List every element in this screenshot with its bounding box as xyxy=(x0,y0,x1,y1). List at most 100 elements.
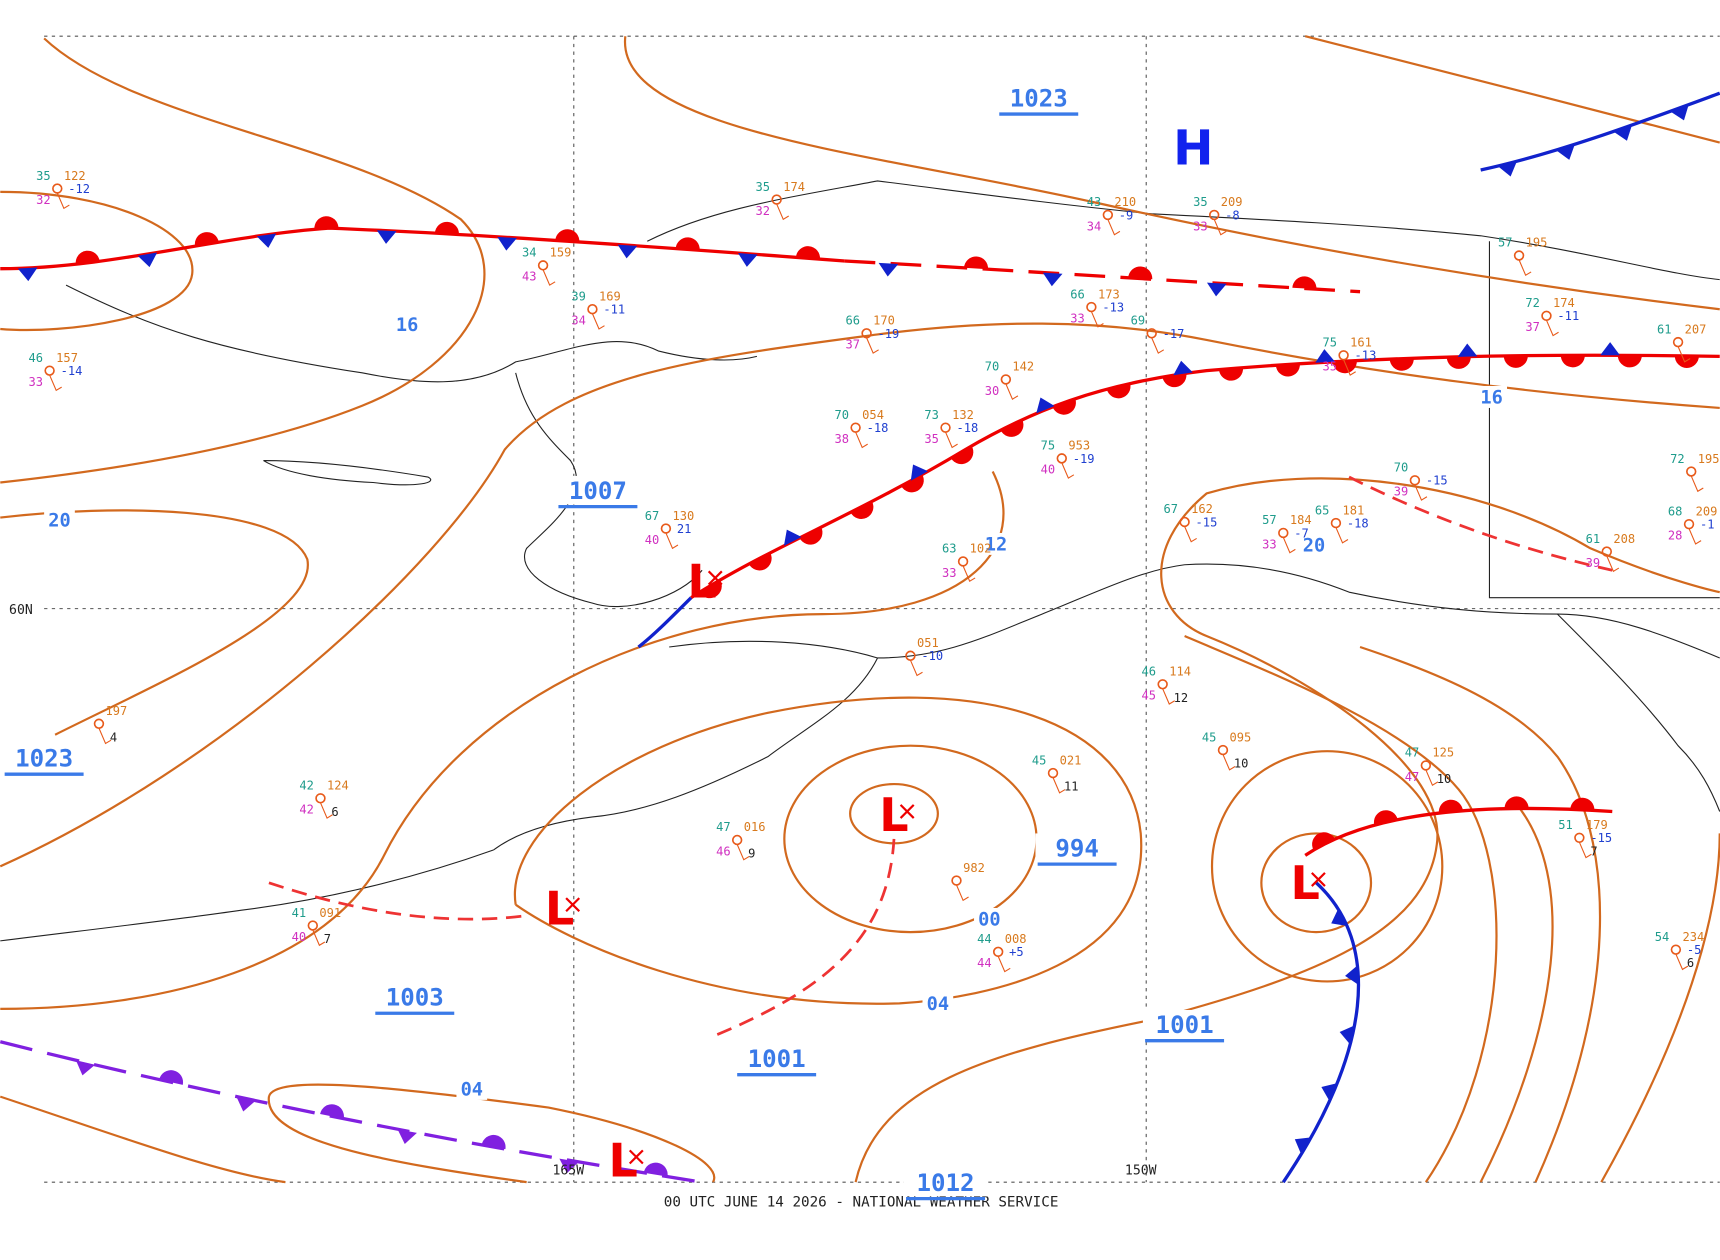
station-dew: 40 xyxy=(292,930,307,944)
station-pressure: 125 xyxy=(1432,746,1454,760)
wind-barb xyxy=(945,431,958,449)
station-temp: 35 xyxy=(36,169,51,183)
station-dew: 46 xyxy=(716,844,731,858)
front-symbol xyxy=(1446,356,1471,369)
isobar-short-label: 20 xyxy=(48,510,70,531)
front-symbol xyxy=(481,1134,506,1150)
station-pressure: 091 xyxy=(319,906,341,920)
front-symbol xyxy=(963,256,989,270)
front-symbol xyxy=(737,253,758,267)
station-pressure: 095 xyxy=(1230,730,1252,744)
station-tendency: -19 xyxy=(1073,452,1095,466)
station-temp: 61 xyxy=(1586,532,1601,546)
station-temp: 75 xyxy=(1041,439,1056,453)
front-symbol xyxy=(1339,1025,1355,1045)
cold-symbol xyxy=(1345,965,1359,986)
cold-symbol xyxy=(256,233,277,248)
isobar-label: 1023 xyxy=(15,745,73,773)
warm-symbol xyxy=(1503,355,1528,368)
front-symbol xyxy=(559,1158,579,1174)
station-temp: 44 xyxy=(977,932,992,946)
station-dew: 43 xyxy=(522,270,537,284)
cold-symbol xyxy=(1670,104,1689,121)
station-pressure: 174 xyxy=(783,180,805,194)
wind-barb xyxy=(49,374,62,392)
station-temp: 45 xyxy=(1032,753,1047,767)
warm-symbol xyxy=(320,1104,344,1119)
wind-barb xyxy=(1162,688,1176,705)
front-symbol xyxy=(1674,355,1699,368)
cold-front-east xyxy=(1281,881,1361,1184)
cold-front xyxy=(637,596,693,649)
cold-symbol xyxy=(236,1096,256,1112)
front-symbol xyxy=(878,262,899,277)
stationary-front xyxy=(0,226,845,271)
warm-symbol xyxy=(1617,355,1642,368)
cold-symbol xyxy=(75,1060,96,1076)
station-pressure: 124 xyxy=(327,779,349,793)
front-symbol xyxy=(1560,355,1585,368)
isobar-label: 994 xyxy=(1055,834,1099,862)
front-symbol xyxy=(1555,144,1575,160)
wind-barb xyxy=(591,313,605,330)
wind-barb xyxy=(776,203,790,221)
station xyxy=(1278,527,1289,539)
station-temp: 35 xyxy=(1193,195,1208,209)
cold-symbol xyxy=(17,267,38,282)
front-symbol xyxy=(194,232,219,247)
station-tendency: -15 xyxy=(1590,831,1612,845)
isobar-short-label: 16 xyxy=(1480,388,1502,409)
isobar-short-label: 04 xyxy=(927,994,949,1015)
front-symbol xyxy=(1345,965,1359,986)
front-symbol xyxy=(75,250,100,265)
low-x xyxy=(899,804,915,819)
warm-front-east xyxy=(1304,806,1613,857)
station-tendency: -18 xyxy=(957,421,979,435)
front-symbol xyxy=(1275,363,1300,377)
front-symbol xyxy=(434,221,459,235)
warm-symbol xyxy=(1446,356,1471,369)
isobars xyxy=(0,35,1720,1184)
cold-symbol xyxy=(559,1158,579,1174)
isobar-short-label: 12 xyxy=(985,534,1007,555)
label-bg xyxy=(456,1077,488,1100)
front-symbol xyxy=(1504,796,1529,809)
warm-symbol xyxy=(75,250,100,265)
warm-symbol xyxy=(850,501,874,519)
station-temp: 34 xyxy=(522,246,537,260)
wind-barb xyxy=(1677,346,1691,363)
cold-symbol xyxy=(1036,397,1055,414)
wind-barb xyxy=(1578,841,1592,859)
station-temp: 67 xyxy=(1164,502,1179,516)
wind-barb xyxy=(997,956,1011,973)
station-dew: 35 xyxy=(924,432,939,446)
station-pressure: 122 xyxy=(64,169,86,183)
front-symbol xyxy=(1570,797,1595,811)
front-symbol xyxy=(850,501,874,519)
station-dew: 34 xyxy=(1087,219,1102,233)
front-symbol xyxy=(699,579,722,599)
station-tendency: -11 xyxy=(603,303,625,317)
front-symbol xyxy=(675,237,700,251)
warm-symbol xyxy=(950,445,974,465)
station-temp: 39 xyxy=(571,289,586,303)
station-pressure: 982 xyxy=(963,861,985,875)
station-pressure: 162 xyxy=(1191,502,1213,516)
station-temp: 57 xyxy=(1262,513,1277,527)
longitude-label: 150W xyxy=(1125,1163,1157,1178)
station-temp: 73 xyxy=(924,408,939,422)
station-pressure: 210 xyxy=(1114,195,1136,209)
station-dew: 34 xyxy=(571,314,586,328)
cold-front xyxy=(1480,91,1720,172)
station-pressure: 197 xyxy=(106,704,128,718)
low-x xyxy=(628,1149,644,1165)
wind-barb xyxy=(1005,383,1019,400)
warm-symbol xyxy=(434,221,459,235)
station-pressure: 132 xyxy=(952,408,974,422)
footer: 00 UTC JUNE 14 2026 - NATIONAL WEATHER S… xyxy=(664,1194,1059,1210)
front-symbol xyxy=(1173,360,1193,376)
station-dew: 44 xyxy=(977,956,992,970)
cold-symbol xyxy=(1173,360,1193,376)
